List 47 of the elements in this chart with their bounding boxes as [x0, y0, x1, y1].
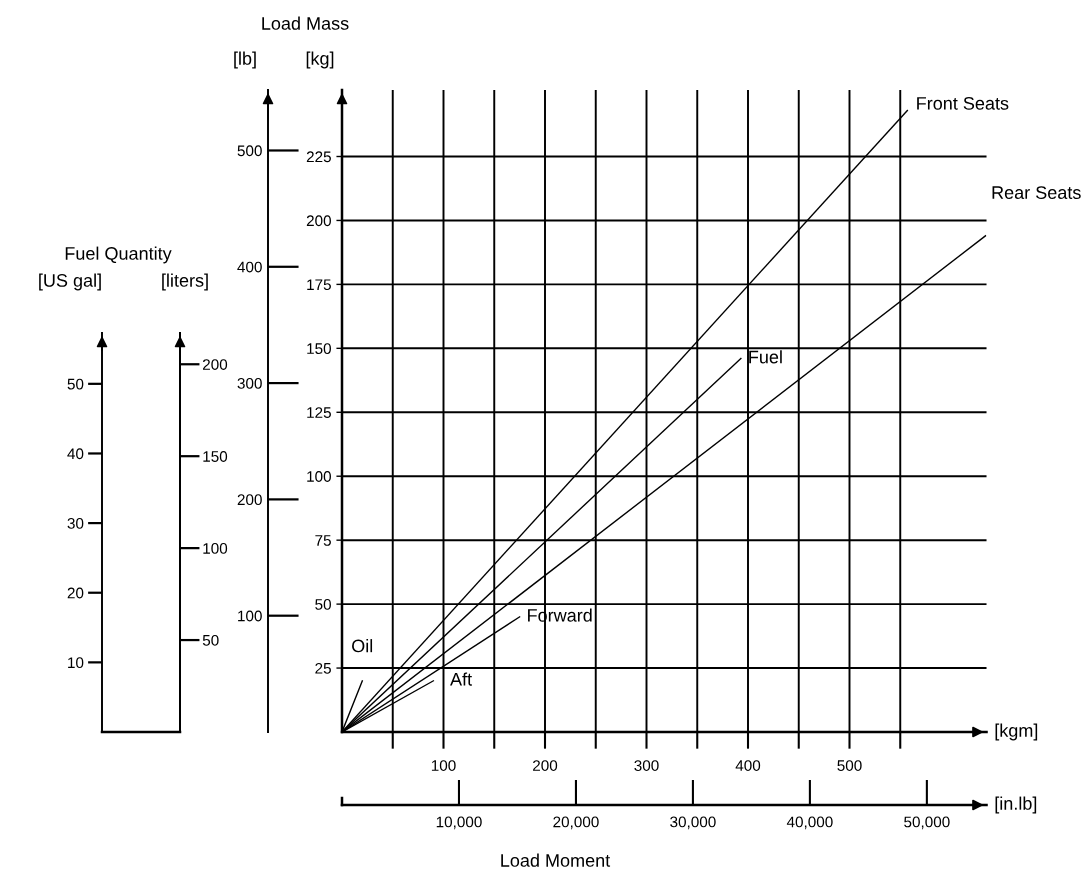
text: Load Mass [262, 16, 349, 30]
y2-tick-label: 100 [238, 610, 262, 622]
y-axis-title: [US gal] [39, 273, 101, 291]
y-tick-label: 100 [307, 471, 331, 482]
series-label: Aft [450, 672, 472, 686]
text: Load Moment [501, 853, 611, 867]
y-tick-label: 125 [307, 407, 331, 418]
x-tick-label: 300 [634, 760, 659, 771]
x2-tick-label: 10,000 [436, 816, 482, 830]
y-tick-label: 225 [306, 151, 331, 163]
y-tick-label: 10 [68, 657, 84, 669]
y2-tick-label: 400 [237, 261, 262, 273]
chart-title: Fuel Quantity [65, 246, 172, 264]
y-tick-label: 200 [306, 215, 331, 227]
x-axis-title: [kgm] [995, 723, 1038, 741]
y2-tick-label: 50 [202, 634, 219, 646]
y-tick-label: 150 [307, 343, 331, 355]
y2-axis-title: [lb] [234, 51, 256, 69]
x2-tick-label: 50,000 [904, 816, 950, 830]
y2-tick-label: 150 [203, 451, 228, 462]
x-tick-label: 200 [533, 760, 558, 771]
y-tick-label: 50 [315, 598, 331, 610]
series-label: Front Seats [917, 96, 1009, 110]
y-tick-label: 25 [315, 662, 331, 674]
y2-tick-label: 300 [237, 377, 262, 389]
y-tick-label: 175 [307, 279, 331, 291]
x2-tick-label: 20,000 [553, 816, 599, 830]
y2-tick-label: 200 [237, 494, 262, 506]
series-label: Oil [352, 639, 373, 653]
x2-tick-label: 40,000 [786, 816, 833, 830]
text: Rear Seats [992, 186, 1081, 199]
y-axis-title: [kg] [306, 51, 334, 69]
x-tick-label: 400 [735, 760, 761, 771]
y-tick-label: 40 [67, 448, 84, 460]
x2-tick-label: 30,000 [670, 816, 716, 830]
series-label: Fuel [749, 350, 782, 364]
x-tick-label: 100 [431, 760, 456, 771]
y2-tick-label: 100 [203, 543, 228, 554]
y-tick-label: 20 [67, 587, 84, 599]
x-tick-label: 500 [837, 760, 862, 771]
y2-tick-label: 500 [237, 145, 262, 157]
y2-axis-title: [liters] [162, 273, 208, 291]
y-tick-label: 50 [67, 378, 84, 390]
x2-axis-title: [in.lb] [995, 796, 1037, 814]
y-tick-label: 75 [315, 535, 331, 546]
y2-tick-label: 200 [202, 359, 228, 370]
y-tick-label: 30 [67, 517, 84, 529]
